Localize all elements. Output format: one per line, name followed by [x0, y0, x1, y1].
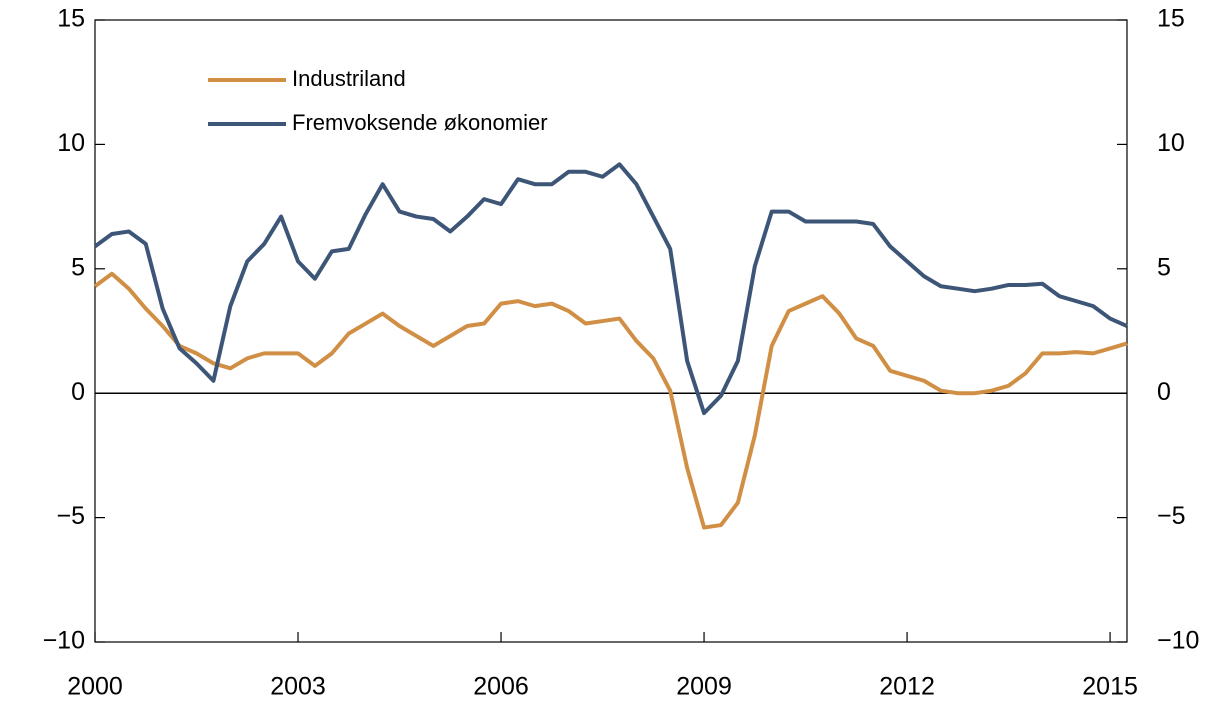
y-tick-label: 5: [71, 253, 85, 281]
y-tick-label: 0: [71, 378, 85, 406]
x-tick-label: 2009: [676, 673, 732, 701]
x-tick-label: 2000: [67, 673, 123, 701]
y-tick-label: −10: [43, 627, 85, 655]
x-tick-label: 2012: [879, 673, 935, 701]
y2-tick-label: −10: [1157, 627, 1199, 655]
legend-label: Industriland: [292, 66, 406, 91]
series-line: [93, 271, 1128, 530]
x-tick-label: 2006: [473, 673, 529, 701]
y2-tick-label: −5: [1157, 502, 1186, 530]
plot-frame: [94, 19, 1128, 643]
x-tick-label: 2003: [270, 673, 326, 701]
series-line: [93, 162, 1128, 416]
y-tick-label: −5: [56, 502, 85, 530]
y2-tick-label: 5: [1157, 253, 1171, 281]
y2-tick-label: 15: [1157, 5, 1185, 33]
x-tick-label: 2015: [1082, 673, 1138, 701]
legend-label: Fremvoksende økonomier: [292, 110, 548, 135]
y2-tick-label: 0: [1157, 378, 1171, 406]
y-tick-label: 10: [57, 129, 85, 157]
y-tick-label: 15: [57, 5, 85, 33]
y2-tick-label: 10: [1157, 129, 1185, 157]
